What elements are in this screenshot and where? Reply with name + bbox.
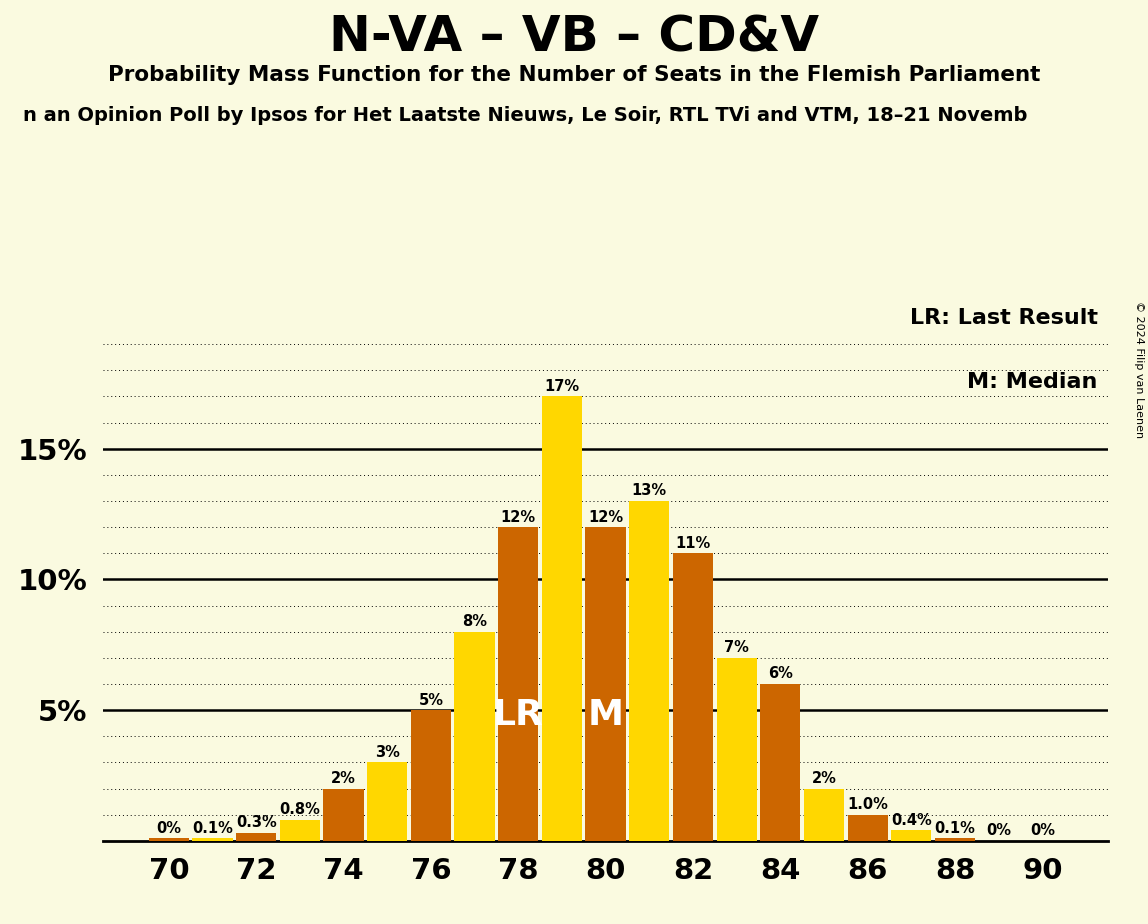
Text: 0.3%: 0.3% [235,815,277,831]
Bar [542,396,582,841]
Bar [236,833,277,841]
Text: 0%: 0% [156,821,181,835]
Text: 5%: 5% [418,692,443,708]
Bar [934,838,975,841]
Text: 3%: 3% [374,745,400,760]
Text: 1.0%: 1.0% [847,797,889,812]
Text: M: M [588,699,623,733]
Text: 0.8%: 0.8% [279,802,320,818]
Text: 17%: 17% [544,379,580,394]
Text: M: Median: M: Median [968,372,1097,392]
Bar [149,838,189,841]
Text: 0%: 0% [1030,822,1055,838]
Bar [455,632,495,841]
Bar [847,815,887,841]
Text: 13%: 13% [631,483,667,498]
Bar [760,684,800,841]
Bar [498,527,538,841]
Bar [804,788,844,841]
Text: 6%: 6% [768,666,793,681]
Text: 0.4%: 0.4% [891,813,932,828]
Text: Probability Mass Function for the Number of Seats in the Flemish Parliament: Probability Mass Function for the Number… [108,65,1040,85]
Bar [193,838,233,841]
Bar [629,501,669,841]
Text: 0.1%: 0.1% [192,821,233,835]
Text: 2%: 2% [331,771,356,786]
Text: LR: LR [492,699,544,733]
Bar [367,762,408,841]
Text: 8%: 8% [461,614,487,629]
Bar [716,658,757,841]
Bar [585,527,626,841]
Text: 2%: 2% [812,771,837,786]
Bar [673,553,713,841]
Text: n an Opinion Poll by Ipsos for Het Laatste Nieuws, Le Soir, RTL TVi and VTM, 18–: n an Opinion Poll by Ipsos for Het Laats… [23,106,1027,126]
Text: 12%: 12% [588,509,623,525]
Bar [324,788,364,841]
Bar [411,711,451,841]
Text: 7%: 7% [724,640,748,655]
Text: 12%: 12% [501,509,536,525]
Text: 11%: 11% [675,536,711,551]
Text: 0.1%: 0.1% [934,821,976,835]
Text: N-VA – VB – CD&V: N-VA – VB – CD&V [329,14,819,62]
Bar [280,820,320,841]
Text: LR: Last Result: LR: Last Result [909,308,1097,328]
Text: © 2024 Filip van Laenen: © 2024 Filip van Laenen [1134,301,1143,438]
Bar [891,831,931,841]
Text: 0%: 0% [986,822,1011,838]
